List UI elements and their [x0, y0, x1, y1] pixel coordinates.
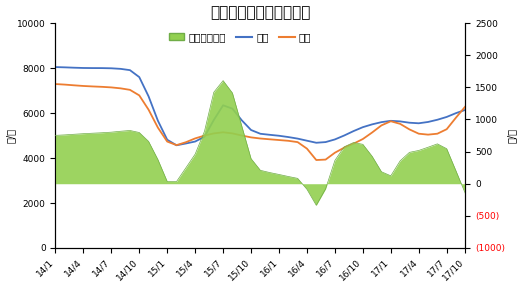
- Legend: 价差（右轴）, 汽油, 柴油: 价差（右轴）, 汽油, 柴油: [164, 28, 315, 47]
- Y-axis label: 元/吨: 元/吨: [506, 128, 516, 143]
- Title: 山东地炼汽柴油价格走势: 山东地炼汽柴油价格走势: [210, 5, 311, 20]
- Y-axis label: 元/吨: 元/吨: [6, 128, 16, 143]
